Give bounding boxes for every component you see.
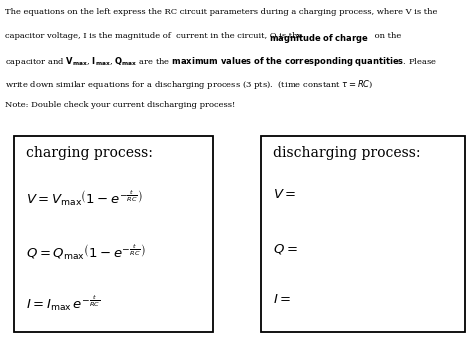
Text: $\mathbf{magnitude\ of\ charge}$: $\mathbf{magnitude\ of\ charge}$ [269, 32, 369, 44]
Text: $V = V_{\mathrm{max}}\left(1 - e^{-\frac{t}{RC}}\right)$: $V = V_{\mathrm{max}}\left(1 - e^{-\frac… [26, 188, 143, 207]
Text: The equations on the left express the RC circuit parameters during a charging pr: The equations on the left express the RC… [5, 8, 437, 17]
Text: $Q =$: $Q =$ [273, 242, 297, 256]
FancyBboxPatch shape [14, 136, 213, 332]
Text: capacitor and $\mathbf{V_{max}}$, $\mathbf{I_{max}}$, $\mathbf{Q_{max}}$ are the: capacitor and $\mathbf{V_{max}}$, $\math… [5, 55, 437, 67]
Text: capacitor voltage, I is the magnitude of  current in the circuit, Q is the: capacitor voltage, I is the magnitude of… [5, 32, 305, 40]
Text: $I = I_{\mathrm{max}}\, e^{-\frac{t}{RC}}$: $I = I_{\mathrm{max}}\, e^{-\frac{t}{RC}… [26, 293, 100, 313]
Text: $V =$: $V =$ [273, 188, 296, 201]
Text: charging process:: charging process: [26, 146, 153, 160]
Text: $Q = Q_{\mathrm{max}}\left(1 - e^{-\frac{t}{RC}}\right)$: $Q = Q_{\mathrm{max}}\left(1 - e^{-\frac… [26, 242, 146, 262]
Text: write down similar equations for a discharging process (3 pts).  (time constant : write down similar equations for a disch… [5, 78, 373, 91]
Text: Note: Double check your current discharging process!: Note: Double check your current discharg… [5, 101, 235, 109]
Text: $I =$: $I =$ [273, 293, 291, 306]
FancyBboxPatch shape [261, 136, 465, 332]
Text: on the: on the [372, 32, 401, 40]
Text: discharging process:: discharging process: [273, 146, 420, 160]
